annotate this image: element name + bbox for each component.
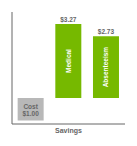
svg-text:Medical: Medical: [65, 49, 72, 73]
svg-text:$3.27: $3.27: [60, 16, 77, 24]
svg-text:Cost$1.00: Cost$1.00: [23, 102, 40, 118]
svg-text:Savings: Savings: [55, 127, 82, 135]
svg-text:Absenteeism: Absenteeism: [102, 47, 109, 88]
svg-text:$2.73: $2.73: [98, 28, 115, 36]
